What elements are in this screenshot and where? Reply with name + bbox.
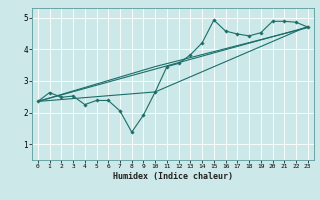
X-axis label: Humidex (Indice chaleur): Humidex (Indice chaleur)	[113, 172, 233, 181]
